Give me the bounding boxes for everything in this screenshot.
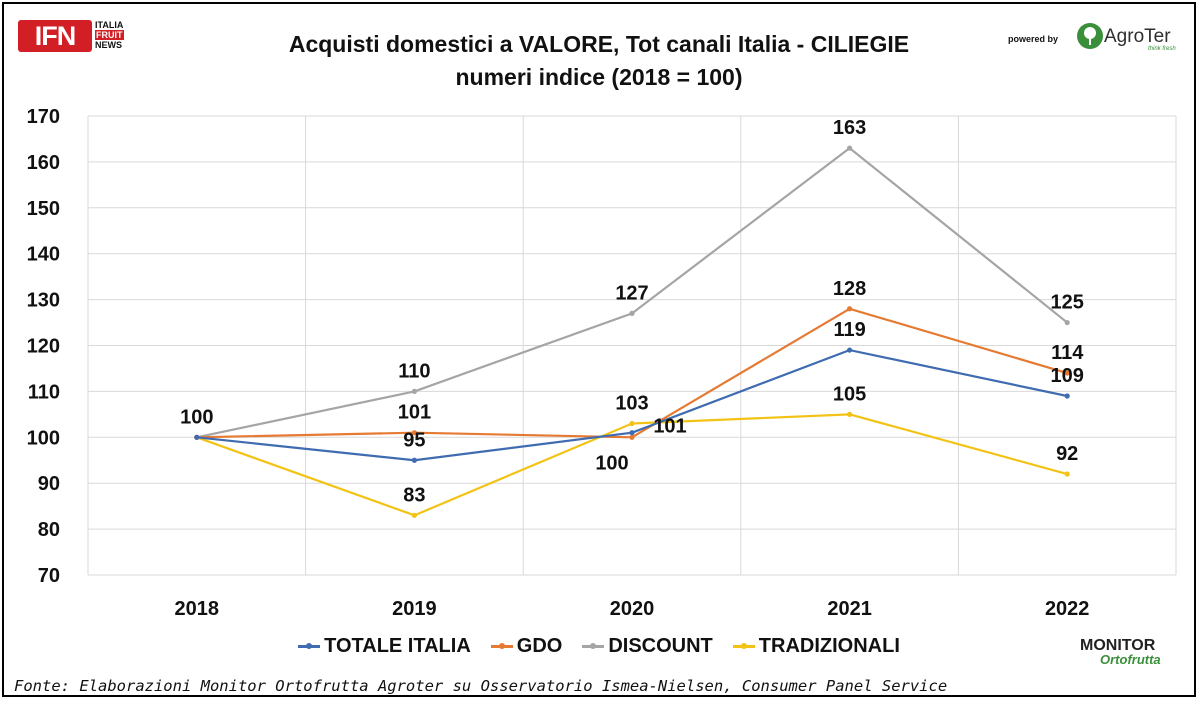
- ifn-logo-side: ITALIA FRUIT NEWS: [95, 20, 124, 50]
- data-label-gdo: 128: [833, 278, 866, 300]
- ifn-logo-line-1: ITALIA: [95, 20, 124, 30]
- data-point-discount: [629, 310, 635, 316]
- data-label-discount: 110: [398, 360, 430, 382]
- data-label-gdo: 100: [595, 452, 628, 474]
- data-point-totale-italia: [194, 434, 200, 440]
- data-point-gdo: [1064, 370, 1070, 376]
- series-line-gdo: [196, 307, 1068, 439]
- data-point-tradizionali: [411, 512, 417, 518]
- data-label-tradizionali: 92: [1056, 443, 1078, 465]
- data-point-gdo: [629, 434, 635, 440]
- legend-item-gdo: GDO: [490, 635, 563, 658]
- y-tick-label: 130: [27, 290, 60, 312]
- legend-swatch-tradizionali: [732, 643, 755, 650]
- tree-icon: [1077, 23, 1103, 49]
- legend-swatch-totale-italia: [298, 643, 321, 650]
- y-tick-label: 90: [38, 473, 60, 495]
- data-label-tradizionali: 103: [615, 393, 648, 415]
- y-tick-label: 100: [27, 427, 60, 449]
- x-tick-label: 2021: [827, 598, 872, 620]
- y-tick-label: 150: [27, 198, 60, 220]
- data-label-totale-italia: 119: [833, 319, 865, 341]
- data-point-discount: [847, 145, 853, 151]
- y-tick-label: 120: [27, 336, 60, 358]
- x-tick-label: 2019: [392, 598, 437, 620]
- agroter-tagline: think fresh: [1148, 46, 1176, 52]
- y-tick-label: 70: [38, 565, 60, 587]
- chart-title-line-1: Acquisti domestici a VALORE, Tot canali …: [288, 31, 910, 57]
- series-lines: [194, 145, 1070, 518]
- ifn-logo-line-2: FRUIT: [95, 30, 124, 40]
- x-tick-label: 2022: [1045, 598, 1090, 620]
- agroter-logo-text: AgroTer: [1104, 26, 1171, 47]
- legend-swatch-discount: [582, 643, 605, 650]
- data-label-discount: 125: [1051, 292, 1084, 314]
- series-line-tradizionali: [196, 413, 1068, 517]
- y-tick-label: 140: [27, 244, 60, 266]
- x-axis-ticks: 2018 2019 2020 2021 2022: [175, 598, 1090, 620]
- agroter-logo: AgroTer think fresh: [1076, 22, 1186, 52]
- data-label-tradizionali: 83: [403, 484, 425, 506]
- data-point-gdo: [847, 306, 853, 312]
- data-label-totale-italia: 109: [1051, 365, 1084, 387]
- monitor-logo-top: MONITOR: [1080, 637, 1156, 654]
- data-labels: 95 101 119 109 101 100 128 114 110 127 163 125 100 83…: [180, 117, 1084, 506]
- legend-swatch-gdo: [490, 643, 513, 650]
- grid-lines: [87, 115, 1177, 576]
- x-tick-label: 2018: [175, 598, 220, 620]
- data-label-discount: 127: [615, 282, 648, 304]
- data-point-tradizionali: [1064, 471, 1070, 477]
- data-label-gdo: 114: [1051, 342, 1084, 364]
- x-tick-label: 2020: [610, 598, 655, 620]
- legend-label-discount: DISCOUNT: [608, 635, 713, 658]
- ifn-logo-line-3: NEWS: [95, 40, 122, 50]
- legend-item-tradizionali: TRADIZIONALI: [732, 635, 900, 658]
- legend-label-totale-italia: TOTALE ITALIA: [324, 635, 471, 658]
- data-label-tradizionali: 100: [180, 406, 213, 428]
- data-point-discount: [1064, 319, 1070, 326]
- chart-subtitle: numeri indice (2018 = 100): [455, 64, 743, 90]
- legend-label-gdo: GDO: [516, 635, 563, 658]
- y-tick-label: 80: [38, 519, 60, 541]
- monitor-logo-bottom: Ortofrutta: [1100, 652, 1161, 667]
- chart-title: Acquisti domestici a VALORE, Tot canali …: [4, 28, 1194, 94]
- data-point-tradizionali: [629, 420, 635, 427]
- monitor-ortofrutta-logo: MONITOR Ortofrutta: [1080, 637, 1180, 673]
- data-label-gdo: 101: [398, 402, 431, 424]
- data-label-totale-italia: 101: [653, 416, 686, 438]
- y-tick-label: 110: [28, 381, 60, 403]
- y-axis-ticks: 70 80 90 100 110 120 130 140 150 160 170: [27, 106, 60, 587]
- chart-legend: TOTALE ITALIA GDO DISCOUNT TRADIZIONALI: [4, 635, 1194, 658]
- data-label-tradizionali: 105: [833, 383, 866, 405]
- data-point-gdo: [411, 430, 417, 436]
- legend-label-tradizionali: TRADIZIONALI: [758, 635, 900, 658]
- ifn-logo-mark: IFN: [18, 20, 92, 52]
- powered-by-label: powered by: [1008, 34, 1059, 44]
- data-point-tradizionali: [847, 411, 853, 417]
- legend-item-discount: DISCOUNT: [582, 635, 713, 658]
- data-point-discount: [411, 388, 417, 394]
- data-point-totale-italia: [411, 457, 417, 463]
- data-point-totale-italia: [847, 347, 853, 353]
- data-label-discount: 163: [833, 117, 866, 139]
- source-note: Fonte: Elaborazioni Monitor Ortofrutta A…: [14, 677, 948, 695]
- ifn-logo: IFN ITALIA FRUIT NEWS: [18, 20, 148, 54]
- y-tick-label: 160: [27, 152, 60, 174]
- data-point-totale-italia: [1064, 393, 1070, 399]
- y-tick-label: 170: [27, 106, 60, 128]
- data-point-totale-italia: [629, 430, 635, 436]
- data-label-totale-italia: 95: [403, 429, 425, 451]
- legend-item-totale-italia: TOTALE ITALIA: [298, 635, 471, 658]
